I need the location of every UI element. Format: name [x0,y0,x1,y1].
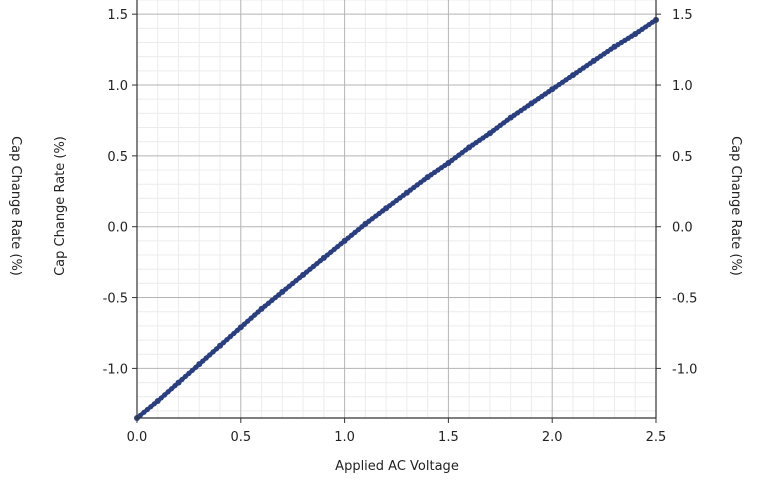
data-point-marker [231,330,237,337]
x-tick-label: 2.0 [542,430,563,445]
data-point-marker [245,318,251,324]
data-point-marker [227,333,234,340]
data-point-marker [345,235,351,241]
data-point-marker [286,283,292,289]
data-point-marker [200,358,206,364]
data-point-marker [144,406,150,413]
data-point-marker [310,263,317,269]
data-point-marker [324,252,330,258]
y-tick-label-left: -1.0 [103,362,128,377]
data-point-marker [290,280,296,286]
series-line [135,17,658,420]
data-point-marker [162,392,168,398]
y-tick-label-right: 1.5 [672,8,693,23]
axes-layer [136,0,657,419]
data-point-marker [182,373,189,380]
series-layer [134,16,659,421]
data-point-marker [265,300,272,306]
minor-grid [137,0,656,418]
data-point-marker [248,315,254,321]
x-tick-label: 0.5 [230,430,251,445]
data-point-marker [328,249,334,255]
x-tick-label: 2.5 [646,430,667,445]
y-tick-label-right: -1.0 [672,362,697,377]
data-point-marker [283,286,289,292]
x-tick-label: 1.5 [438,430,459,445]
data-point-marker [303,269,310,275]
data-point-marker [207,352,213,358]
data-point-marker [165,389,171,395]
y-tick-label-right: 0.0 [672,221,693,236]
ticks-layer: 0.0 0.5 1.0 1.5 2.0 2.5 -1.0 -1.0 -0.5 -0.5 0.0 0.0… [103,8,698,445]
data-point-marker [348,232,355,238]
data-point-marker [335,243,341,250]
data-point-marker [179,376,185,383]
y-tick-label-right: 1.0 [672,79,693,94]
x-tick-label: 0.0 [127,430,148,445]
major-grid [136,0,657,418]
data-point-marker [158,395,164,401]
y-tick-label-left: 1.0 [107,79,128,94]
data-point-marker [331,246,337,252]
y-tick-label-left: -0.5 [103,292,128,307]
y-axis-label-right: Cap Change Rate (%) [728,136,743,276]
data-point-marker [224,336,230,343]
y-axis-label-left: Cap Change Rate (%) [53,136,68,276]
x-tick-label: 1.0 [334,430,355,445]
data-point-marker [141,409,147,415]
data-point-marker [203,355,209,361]
data-point-marker [220,340,227,346]
y-tick-label-left: 0.5 [107,150,128,165]
data-point-marker [210,349,216,355]
data-point-marker [148,404,154,410]
data-point-marker [352,229,358,235]
data-point-marker [272,294,278,301]
data-point-marker [269,297,275,303]
data-point-marker [307,266,313,272]
data-point-marker [355,226,362,233]
data-point-marker [186,370,192,376]
y-tick-label-left: 0.0 [107,221,128,236]
y-tick-label-right: -0.5 [672,292,697,307]
y-tick-label-left: 1.5 [107,8,128,23]
data-point-marker [137,412,144,418]
data-point-marker [252,312,258,318]
data-point-marker [293,277,299,284]
x-axis-label: Applied AC Voltage [335,459,459,474]
data-point-marker [262,303,268,309]
data-point-marker [169,386,175,392]
y-axis-label-outer-left: Cap Change Rate (%) [8,136,23,276]
data-point-marker [314,260,320,267]
y-tick-label-right: 0.5 [672,150,693,165]
data-point-marker [189,367,195,373]
data-point-marker [241,321,247,327]
